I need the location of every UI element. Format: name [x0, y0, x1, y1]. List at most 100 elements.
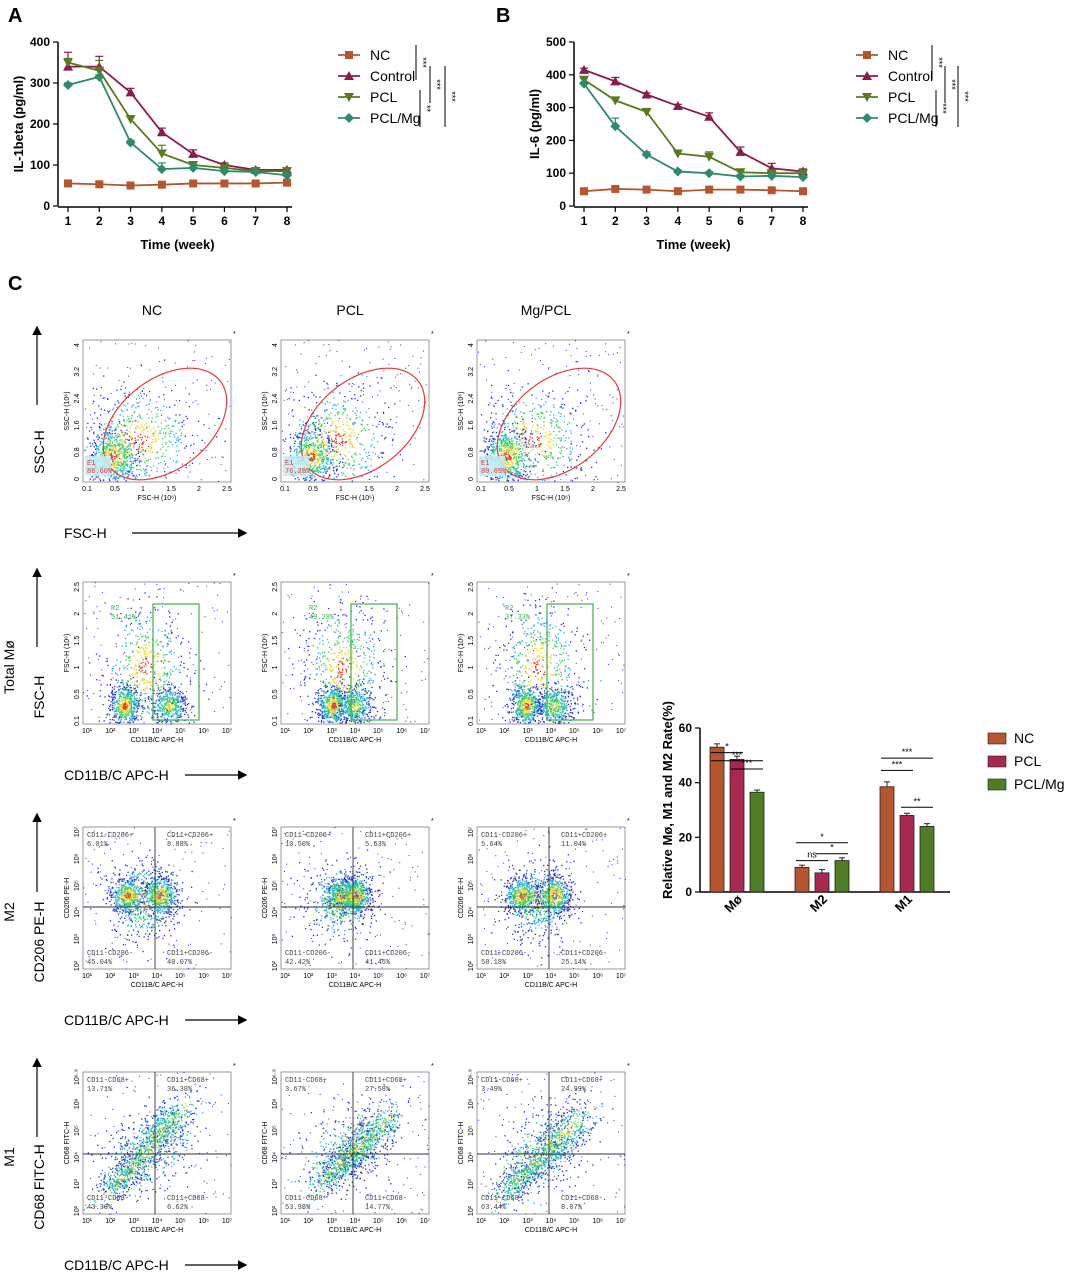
flow-event	[191, 462, 194, 464]
flow-event	[164, 471, 166, 473]
flow-event	[111, 667, 113, 670]
flow-event	[109, 722, 111, 724]
flow-event	[542, 412, 544, 414]
flow-event	[330, 430, 332, 432]
flow-event	[119, 452, 122, 454]
flow-event	[114, 715, 116, 717]
flow-event	[509, 459, 511, 461]
flow-event	[328, 442, 330, 444]
flow-event	[166, 701, 168, 704]
flow-event	[515, 443, 517, 446]
flow-x-tick: 0.5	[308, 486, 318, 493]
flow-event	[160, 680, 162, 682]
flow-event	[169, 697, 172, 699]
flow-event	[126, 684, 128, 687]
flow-event	[507, 461, 509, 463]
flow-event	[311, 458, 313, 461]
flow-event	[110, 678, 112, 681]
flow-event	[92, 403, 94, 405]
series-line-pcl-mg	[583, 83, 804, 179]
flow-event	[132, 711, 135, 713]
flow-event	[144, 707, 146, 709]
flow-event	[316, 436, 319, 439]
flow-event	[137, 426, 139, 428]
series-nc	[580, 184, 807, 196]
flow-event	[417, 367, 419, 369]
flow-event	[129, 455, 131, 457]
flow-event	[315, 449, 317, 451]
flow-event	[117, 463, 120, 466]
flow-event	[570, 442, 572, 444]
flow-event	[142, 454, 145, 457]
flow-event	[527, 454, 529, 456]
flow-event	[119, 714, 121, 716]
flow-event	[547, 395, 550, 397]
flow-event	[345, 421, 348, 423]
flow-event	[487, 446, 490, 448]
flow-event	[533, 407, 536, 409]
flow-event	[106, 454, 108, 456]
flow-event	[127, 700, 129, 702]
flow-event	[512, 479, 514, 481]
flow-event	[560, 406, 562, 408]
flow-event	[508, 439, 510, 441]
flow-event	[165, 680, 168, 682]
flow-event	[126, 668, 129, 670]
flow-event	[333, 470, 335, 472]
flow-event	[537, 437, 540, 439]
flow-event	[176, 440, 178, 442]
flow-event	[151, 417, 154, 419]
flow-event	[344, 433, 346, 436]
point-pcl-w4	[672, 149, 683, 159]
flow-event	[105, 449, 108, 451]
flow-event	[519, 456, 521, 459]
flow-event	[335, 446, 337, 448]
flow-event	[323, 380, 325, 382]
flow-event	[140, 469, 142, 472]
flow-event	[150, 650, 152, 652]
flow-event	[168, 418, 170, 420]
flow-event	[171, 430, 173, 433]
flow-event	[129, 471, 131, 473]
flow-event	[140, 460, 143, 463]
flow-event	[93, 373, 95, 375]
flow-event	[501, 435, 504, 437]
flow-event	[317, 461, 320, 463]
flow-event	[344, 408, 347, 411]
flow-event	[293, 437, 295, 439]
legend-marker-pcl	[862, 93, 872, 102]
flow-event	[621, 445, 623, 447]
flow-event	[562, 470, 565, 473]
flow-event	[360, 395, 362, 397]
flow-event	[503, 446, 505, 449]
flow-event	[338, 412, 340, 414]
flow-event	[175, 420, 177, 422]
flow-event	[132, 713, 134, 715]
flow-event	[525, 465, 527, 468]
gate-percent: 76.28%	[285, 468, 311, 476]
flow-event	[541, 398, 543, 401]
flow-event	[516, 460, 518, 462]
flow-event	[167, 700, 170, 702]
flow-event	[160, 698, 163, 700]
y-tick-label: 100	[30, 158, 50, 172]
flow-event	[95, 444, 97, 446]
flow-event	[531, 430, 533, 432]
flow-event	[521, 415, 523, 418]
flow-event	[348, 383, 350, 385]
flow-event	[166, 675, 168, 677]
flow-event	[133, 467, 135, 469]
flow-event	[343, 473, 345, 475]
flow-event	[178, 696, 180, 698]
flow-event	[384, 438, 386, 440]
flow-event	[124, 718, 126, 721]
flow-event	[509, 429, 511, 431]
flow-event	[576, 477, 578, 479]
flow-event	[521, 437, 523, 439]
flow-event	[313, 424, 315, 426]
flow-event	[127, 415, 129, 418]
flow-event	[368, 408, 370, 410]
flow-event	[322, 448, 325, 450]
flow-event	[135, 690, 138, 692]
